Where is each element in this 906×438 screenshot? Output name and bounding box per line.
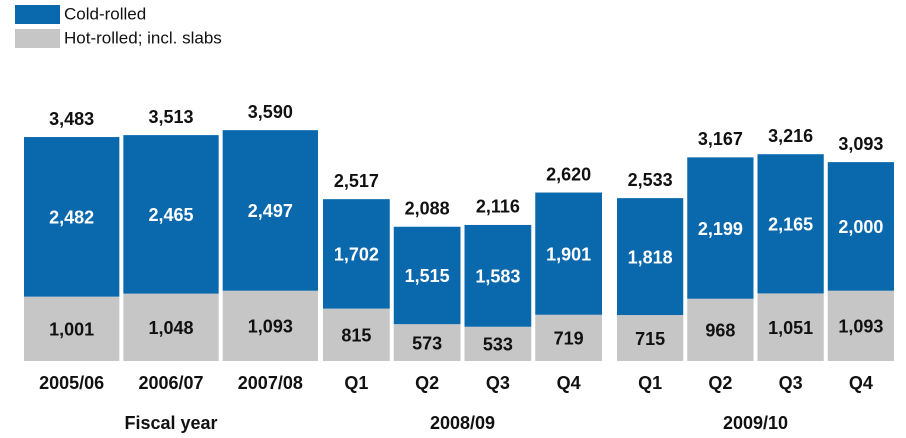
legend-label: Cold-rolled	[64, 4, 146, 23]
value-label: 1,093	[248, 317, 293, 337]
bar-segment	[393, 324, 461, 361]
group-label: 2009/10	[723, 413, 788, 433]
group-label: 2008/09	[430, 413, 495, 433]
value-label: 968	[705, 321, 735, 341]
value-label: 719	[554, 329, 584, 349]
total-label: 2,620	[546, 164, 591, 184]
bar-segment	[687, 157, 754, 299]
bar-segment	[827, 162, 894, 291]
value-label: 1,515	[405, 266, 450, 286]
value-label: 2,165	[768, 215, 813, 235]
value-label: 1,583	[475, 267, 520, 287]
bar-segment	[393, 226, 461, 325]
bar-segment	[687, 298, 754, 361]
value-label: 2,000	[838, 217, 883, 237]
legend-label: Hot-rolled; incl. slabs	[64, 28, 222, 47]
bar-segment	[827, 290, 894, 361]
bar-segment	[123, 135, 219, 294]
x-tick-label: Q4	[557, 373, 581, 393]
x-tick-label: 2005/06	[39, 373, 104, 393]
value-label: 1,001	[49, 320, 94, 340]
value-label: 1,093	[838, 317, 883, 337]
total-label: 2,116	[476, 197, 520, 217]
bar-segment	[757, 293, 824, 361]
x-tick-label: 2006/07	[138, 373, 203, 393]
x-tick-label: Q2	[415, 373, 439, 393]
total-label: 3,513	[148, 107, 193, 127]
value-label: 1,818	[628, 247, 673, 267]
value-label: 815	[341, 326, 371, 346]
total-label: 3,216	[768, 126, 813, 146]
total-label: 2,088	[405, 198, 450, 218]
total-label: 3,167	[698, 129, 743, 149]
value-label: 1,702	[334, 245, 379, 265]
legend-swatch	[15, 29, 60, 48]
bar-segment	[535, 192, 602, 315]
x-tick-label: Q1	[344, 373, 368, 393]
value-label: 715	[635, 329, 665, 349]
bar-segment	[535, 314, 602, 361]
bar-segment	[24, 137, 120, 297]
group-label: Fiscal year	[124, 413, 217, 433]
x-tick-label: Q4	[849, 373, 873, 393]
total-label: 3,483	[49, 109, 94, 129]
bar-segment	[464, 224, 532, 327]
bar-segment	[464, 326, 532, 361]
value-label: 1,048	[148, 318, 193, 338]
bar-segment	[222, 290, 318, 361]
bar-segment	[323, 199, 390, 309]
bar-segment	[222, 130, 318, 291]
x-tick-label: Q1	[638, 373, 662, 393]
value-label: 2,199	[698, 219, 743, 239]
value-label: 2,482	[49, 208, 94, 228]
value-label: 533	[483, 335, 513, 355]
bar-segment	[323, 308, 390, 361]
value-label: 2,465	[148, 205, 193, 225]
total-label: 3,093	[838, 134, 883, 154]
x-tick-label: 2007/08	[238, 373, 303, 393]
total-label: 2,533	[628, 170, 673, 190]
total-label: 2,517	[334, 171, 379, 191]
x-tick-label: Q3	[486, 373, 510, 393]
value-label: 2,497	[248, 201, 293, 221]
value-label: 573	[412, 333, 442, 353]
x-tick-label: Q3	[779, 373, 803, 393]
legend-swatch	[15, 5, 60, 24]
total-label: 3,590	[248, 102, 293, 122]
x-tick-label: Q2	[708, 373, 732, 393]
bar-segment	[123, 293, 219, 361]
bar-segment	[757, 154, 824, 294]
bar-segment	[24, 296, 120, 361]
bar-segment	[617, 198, 684, 316]
value-label: 1,901	[546, 244, 591, 264]
bar-segment	[617, 315, 684, 361]
value-label: 1,051	[768, 318, 813, 338]
